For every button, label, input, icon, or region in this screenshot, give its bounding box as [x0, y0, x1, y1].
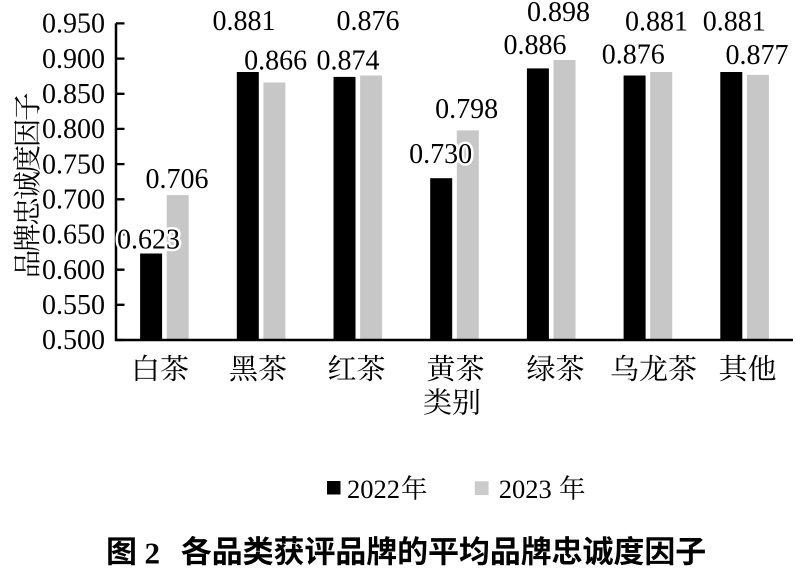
svg-text:0.730: 0.730: [409, 139, 472, 170]
svg-text:0.881: 0.881: [703, 7, 766, 38]
svg-text:0.706: 0.706: [146, 164, 209, 195]
svg-text:0.874: 0.874: [317, 46, 380, 77]
svg-text:0.700: 0.700: [42, 185, 105, 216]
svg-text:0.623: 0.623: [117, 225, 180, 256]
svg-text:0.730: 0.730: [409, 139, 472, 170]
svg-text:0.550: 0.550: [42, 290, 105, 321]
svg-text:0.898: 0.898: [527, 0, 590, 28]
svg-text:0.886: 0.886: [504, 30, 567, 61]
svg-text:0.950: 0.950: [42, 9, 105, 40]
svg-text:0.798: 0.798: [435, 94, 498, 125]
svg-text:0.800: 0.800: [42, 114, 105, 145]
svg-text:0.876: 0.876: [337, 6, 400, 37]
svg-text:2022: 2022: [347, 474, 400, 504]
svg-text:0.623: 0.623: [117, 225, 180, 256]
svg-text:0.881: 0.881: [625, 7, 688, 38]
svg-text:0.500: 0.500: [42, 325, 105, 356]
svg-text:2: 2: [145, 536, 161, 571]
svg-text:0.850: 0.850: [42, 79, 105, 110]
svg-text:0.866: 0.866: [244, 46, 307, 77]
svg-text:0.881: 0.881: [213, 6, 276, 37]
svg-text:0.650: 0.650: [42, 220, 105, 251]
svg-text:0.600: 0.600: [42, 255, 105, 286]
svg-text:2023: 2023: [499, 474, 552, 504]
svg-text:0.876: 0.876: [602, 39, 665, 70]
svg-text:0.877: 0.877: [726, 40, 789, 71]
svg-text:0.750: 0.750: [42, 149, 105, 180]
svg-text:0.900: 0.900: [42, 44, 105, 75]
